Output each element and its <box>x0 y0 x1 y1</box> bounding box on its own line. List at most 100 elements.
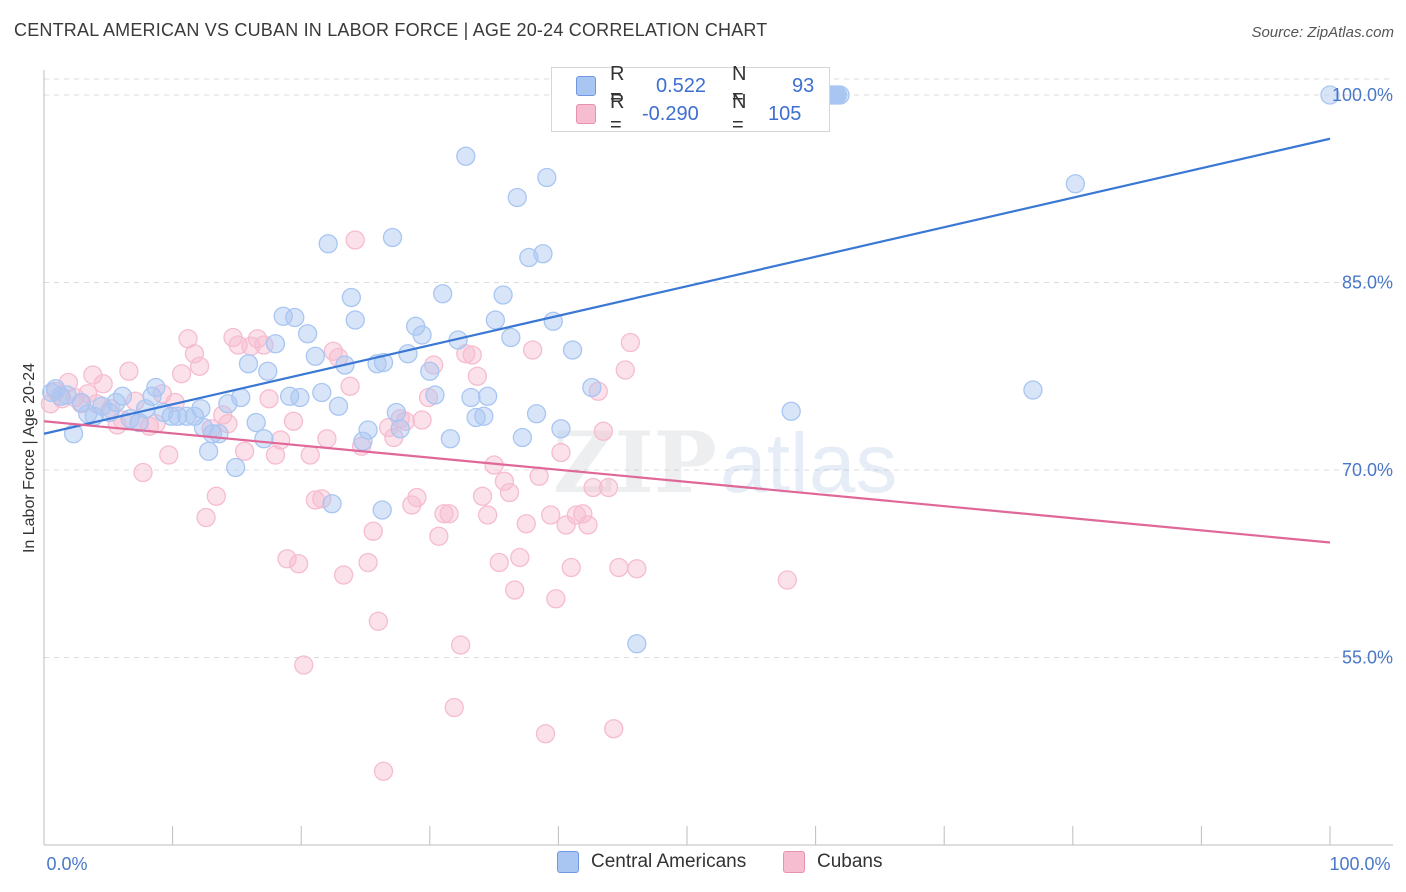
point-cubans <box>505 580 525 600</box>
point-central-americans <box>305 346 325 366</box>
point-cubans <box>119 361 139 381</box>
point-cubans <box>472 486 493 506</box>
point-cubans <box>288 554 309 574</box>
axis-labels: 55.0% 70.0% 85.0% 100.0% 0.0% 100.0% In Labor … <box>21 85 1393 874</box>
point-central-americans <box>209 424 229 444</box>
point-central-americans <box>312 382 332 403</box>
bottom-legend-central-americans: Central Americans <box>557 851 746 873</box>
point-central-americans <box>501 327 521 348</box>
point-cubans <box>171 364 192 384</box>
point-cubans <box>598 477 619 498</box>
point-central-americans <box>225 457 246 478</box>
point-cubans <box>499 482 520 503</box>
point-cubans <box>489 552 509 573</box>
point-cubans <box>189 356 210 376</box>
bottom-legend-cubans: Cubans <box>783 851 883 873</box>
point-central-americans <box>493 285 513 305</box>
point-central-americans <box>231 387 251 408</box>
point-cubans <box>317 429 337 449</box>
point-cubans <box>358 552 378 573</box>
point-cubans <box>93 374 113 394</box>
point-cubans <box>593 421 614 441</box>
legend-r-label: R = <box>610 91 625 136</box>
legend-swatch-pink <box>576 104 596 124</box>
point-central-americans <box>440 429 461 449</box>
point-cubans <box>478 505 498 525</box>
point-central-americans <box>382 227 403 248</box>
point-central-americans <box>582 377 602 398</box>
watermark-zip: ZIP <box>553 413 717 512</box>
scatter-points <box>40 85 1340 781</box>
point-cubans <box>494 471 515 491</box>
watermark-atlas: atlas <box>720 416 897 510</box>
point-cubans <box>546 589 566 609</box>
y-tick-label: 70.0% <box>1342 460 1393 480</box>
point-central-americans <box>474 406 494 426</box>
legend-r-value: 0.522 <box>656 74 707 97</box>
point-central-americans <box>51 386 71 406</box>
point-central-americans <box>485 310 506 330</box>
point-central-americans <box>526 404 547 424</box>
legend-n-label: N = <box>732 91 747 136</box>
point-cubans <box>462 345 482 365</box>
point-central-americans <box>358 420 378 440</box>
point-central-americans <box>627 634 647 654</box>
point-cubans <box>556 515 576 535</box>
point-cubans <box>294 655 314 675</box>
trend-line-cubans <box>43 420 1331 544</box>
y-tick-label: 100.0% <box>1332 85 1393 105</box>
point-cubans <box>535 724 556 744</box>
stats-legend: R = 0.522 N = 93 R = -0.290 N = 105 <box>551 63 830 136</box>
point-cubans <box>573 504 593 524</box>
point-central-americans <box>290 387 310 408</box>
point-cubans <box>429 526 449 546</box>
point-central-americans <box>161 406 181 426</box>
point-cubans <box>529 466 549 486</box>
point-cubans <box>451 635 471 655</box>
point-central-americans <box>246 412 266 433</box>
source-label: Source: ZipAtlas.com <box>1251 24 1394 41</box>
point-cubans <box>551 442 571 463</box>
point-cubans <box>368 611 389 631</box>
point-central-americans <box>297 324 318 344</box>
point-central-americans <box>198 441 219 461</box>
point-central-americans <box>478 386 498 406</box>
y-tick-label: 55.0% <box>1342 648 1393 668</box>
point-cubans <box>444 697 464 718</box>
point-cubans <box>340 376 360 396</box>
point-cubans <box>467 366 488 386</box>
point-central-americans <box>512 427 533 448</box>
point-cubans <box>434 504 454 524</box>
point-central-americans <box>322 494 342 514</box>
point-cubans <box>777 570 797 590</box>
point-central-americans <box>92 396 112 416</box>
point-central-americans <box>191 399 211 419</box>
point-central-americans <box>71 392 91 413</box>
point-central-americans <box>456 146 476 166</box>
point-cubans <box>578 515 598 535</box>
point-cubans <box>407 487 427 508</box>
point-cubans <box>609 557 629 578</box>
x-tick-label: 0.0% <box>46 854 87 874</box>
point-cubans <box>265 445 286 465</box>
bottom-legend-swatch-blue <box>557 851 579 873</box>
point-central-americans <box>420 361 440 381</box>
legend-n-value: 105 <box>768 102 802 125</box>
point-central-americans <box>519 247 539 268</box>
point-cubans <box>277 549 297 569</box>
x-tick-label: 100.0% <box>1329 854 1390 874</box>
y-axis-label: In Labor Force | Age 20-24 <box>21 363 38 553</box>
point-cubans <box>373 761 394 781</box>
point-central-americans <box>386 402 407 423</box>
point-cubans <box>206 486 226 506</box>
point-cubans <box>312 489 332 509</box>
bottom-legend-label: Central Americans <box>591 851 747 872</box>
point-central-americans <box>461 387 481 408</box>
point-cubans <box>259 389 279 409</box>
point-cubans <box>516 514 536 534</box>
point-central-americans <box>1023 380 1043 400</box>
point-cubans <box>615 360 635 380</box>
point-cubans <box>523 340 543 360</box>
point-central-americans <box>345 310 365 330</box>
